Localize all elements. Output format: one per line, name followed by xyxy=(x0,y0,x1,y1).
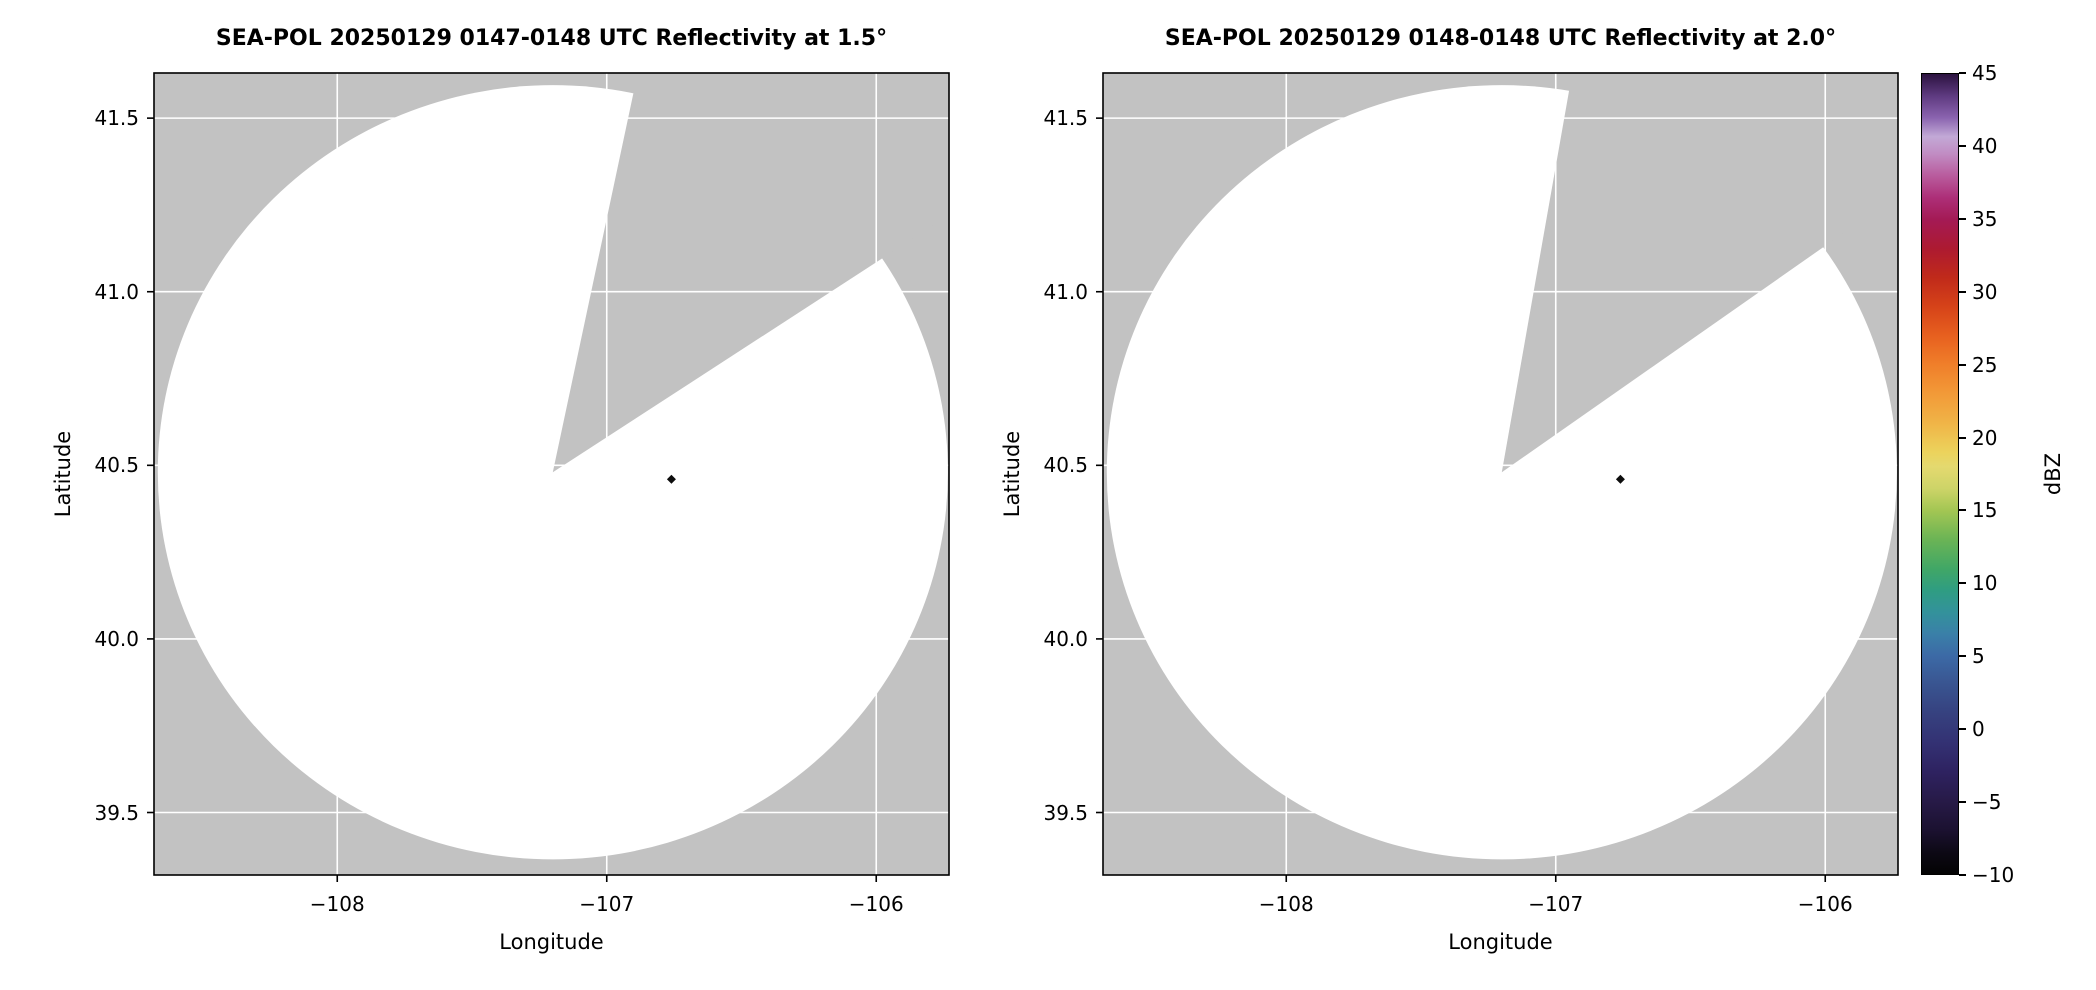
colorbar-tick-label: −10 xyxy=(1972,863,2015,887)
colorbar-tick-mark xyxy=(1959,436,1966,439)
y-tick-label: 41.0 xyxy=(94,279,139,304)
colorbar-tick-mark xyxy=(1959,582,1966,585)
y-tick-label: 40.0 xyxy=(94,626,139,651)
x-tick-label: −108 xyxy=(1258,892,1314,916)
y-tick-label: 41.5 xyxy=(94,106,139,131)
colorbar-tick-label: 40 xyxy=(1972,133,1998,158)
x-tick-label: −107 xyxy=(1528,892,1584,916)
colorbar-tick-mark xyxy=(1959,874,1966,876)
colorbar-tick-mark xyxy=(1959,801,1966,804)
plot2-x-axis-label: Longitude xyxy=(1448,930,1553,954)
y-tick-label: 40.5 xyxy=(94,453,139,478)
colorbar-axis-label: dBZ xyxy=(2041,452,2065,496)
x-tick-label: −107 xyxy=(579,892,635,916)
colorbar-gradient xyxy=(1921,73,1959,875)
colorbar-tick-mark xyxy=(1959,728,1966,731)
ppi-plot-1 xyxy=(147,72,950,882)
colorbar-tick-label: 25 xyxy=(1972,352,1998,377)
ppi-plot-2 xyxy=(1096,72,1899,882)
plot1-x-axis-label: Longitude xyxy=(499,930,604,954)
colorbar-tick-label: 30 xyxy=(1972,279,1998,304)
x-tick-label: −108 xyxy=(309,892,365,916)
missing-data-sector xyxy=(552,73,949,473)
colorbar-tick-label: 0 xyxy=(1972,717,1985,742)
plot-frame xyxy=(1102,72,1899,876)
colorbar-tick-label: 5 xyxy=(1972,644,1985,669)
plot2-title: SEA-POL 20250129 0148-0148 UTC Reflectiv… xyxy=(1164,26,1837,51)
colorbar-tick-mark xyxy=(1959,217,1966,220)
plot-frame xyxy=(153,72,950,876)
colorbar-tick-mark xyxy=(1959,290,1966,293)
x-tick-label: −106 xyxy=(848,892,904,916)
plot1-title: SEA-POL 20250129 0147-0148 UTC Reflectiv… xyxy=(215,26,888,51)
y-tick-label: 41.5 xyxy=(1043,106,1088,131)
missing-data-sector xyxy=(1501,73,1898,473)
echo-point xyxy=(1615,474,1625,484)
colorbar-tick-label: 35 xyxy=(1972,206,1998,231)
y-tick-label: 40.0 xyxy=(1043,626,1088,651)
echo-point xyxy=(666,474,676,484)
y-tick-label: 39.5 xyxy=(1043,800,1088,825)
colorbar-tick-label: 10 xyxy=(1972,571,1998,596)
colorbar-tick-mark xyxy=(1959,72,1966,74)
colorbar-tick-label: −5 xyxy=(1972,790,2002,815)
x-tick-label: −106 xyxy=(1797,892,1853,916)
colorbar-tick-mark xyxy=(1959,509,1966,512)
colorbar-tick-mark xyxy=(1959,655,1966,658)
y-tick-label: 39.5 xyxy=(94,800,139,825)
colorbar-tick-mark xyxy=(1959,363,1966,366)
colorbar-tick-label: 20 xyxy=(1972,425,1998,450)
colorbar-tick-mark xyxy=(1959,144,1966,147)
colorbar-tick-label: 15 xyxy=(1972,498,1998,523)
colorbar-tick-label: 45 xyxy=(1972,61,1998,85)
y-tick-label: 41.0 xyxy=(1043,279,1088,304)
y-tick-label: 40.5 xyxy=(1043,453,1088,478)
